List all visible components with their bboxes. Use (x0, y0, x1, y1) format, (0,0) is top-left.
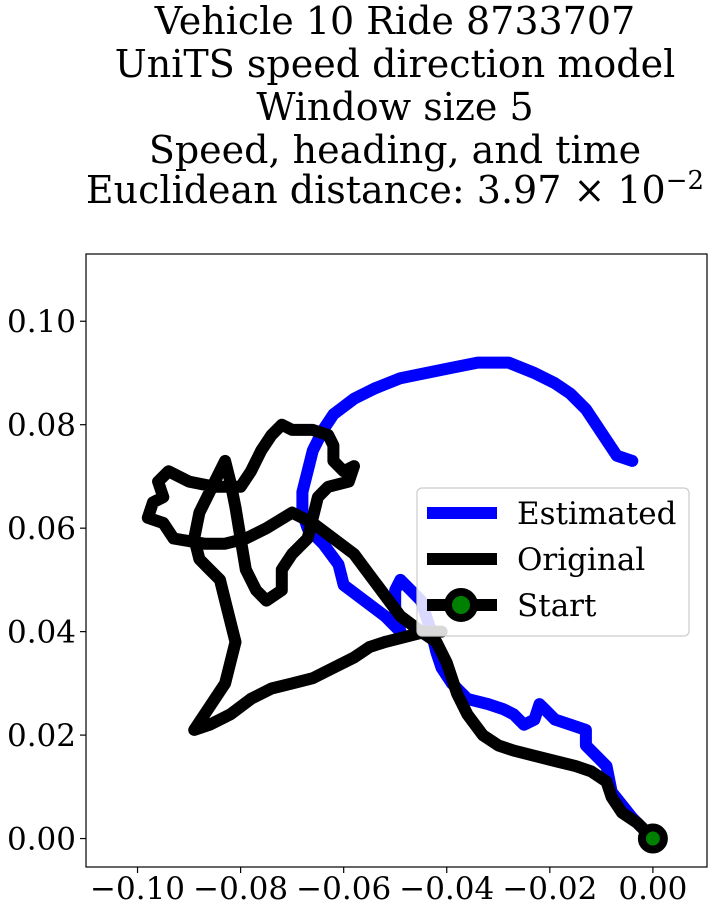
title-distance-exponent: −2 (666, 166, 704, 196)
title-line-5: Euclidean distance: 3.97 × 10−2 (86, 166, 704, 212)
y-tick-label: 0.02 (7, 718, 76, 754)
y-tick-label: 0.04 (7, 615, 76, 651)
title-line-3: Window size 5 (256, 85, 533, 129)
y-tick-label: 0.10 (7, 304, 76, 340)
legend-label-original: Original (517, 542, 645, 578)
title-distance-prefix: Euclidean distance: 3.97 × 10 (86, 168, 666, 212)
title-line-2: UniTS speed direction model (115, 42, 675, 86)
start-marker (637, 823, 668, 854)
y-tick-label: 0.06 (7, 511, 76, 547)
x-axis: −0.10 −0.08 −0.06 −0.04 −0.02 0.00 (90, 867, 687, 907)
x-tick-label: −0.10 (90, 871, 185, 907)
x-tick-label: −0.06 (296, 871, 391, 907)
series-layer (141, 356, 668, 854)
plot-frame (85, 253, 708, 868)
series-line-original (141, 418, 659, 845)
plot-area (85, 253, 708, 868)
x-tick-label: 0.00 (618, 871, 687, 907)
legend-label-start: Start (517, 588, 597, 624)
y-axis: 0.00 0.02 0.04 0.06 0.08 0.10 (7, 304, 86, 858)
x-tick-label: −0.04 (399, 871, 494, 907)
title-line-4: Speed, heading, and time (149, 128, 641, 172)
legend-marker-start (444, 588, 478, 622)
chart-title: Vehicle 10 Ride 8733707 UniTS speed dire… (86, 0, 704, 212)
series-line-estimated (296, 356, 659, 845)
x-tick-label: −0.02 (502, 871, 597, 907)
title-line-1: Vehicle 10 Ride 8733707 (154, 0, 635, 43)
legend: Estimated Original Start (416, 487, 690, 637)
y-tick-label: 0.08 (7, 408, 76, 444)
x-tick-label: −0.08 (193, 871, 288, 907)
y-tick-label: 0.00 (7, 822, 76, 858)
legend-label-estimated: Estimated (517, 496, 676, 532)
